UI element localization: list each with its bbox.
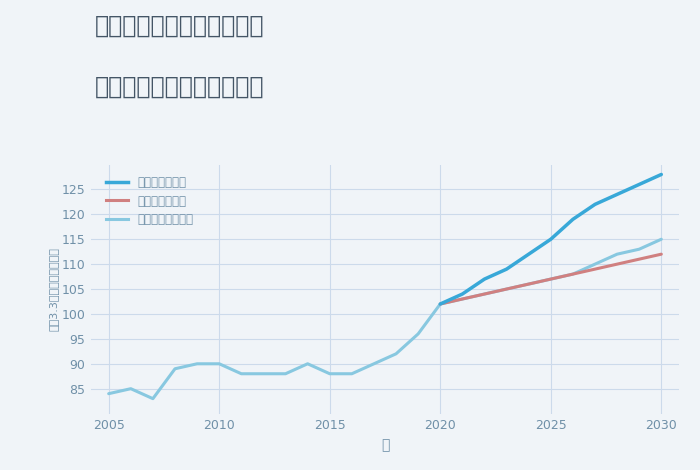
Text: 中古マンションの価格推移: 中古マンションの価格推移	[94, 75, 264, 99]
X-axis label: 年: 年	[381, 438, 389, 452]
Legend: グッドシナリオ, バッドシナリオ, ノーマルシナリオ: グッドシナリオ, バッドシナリオ, ノーマルシナリオ	[103, 173, 197, 230]
Y-axis label: 平（3.3㎡）単価（万円）: 平（3.3㎡）単価（万円）	[49, 247, 59, 331]
Text: 愛知県名古屋市港区幸町の: 愛知県名古屋市港区幸町の	[94, 14, 264, 38]
